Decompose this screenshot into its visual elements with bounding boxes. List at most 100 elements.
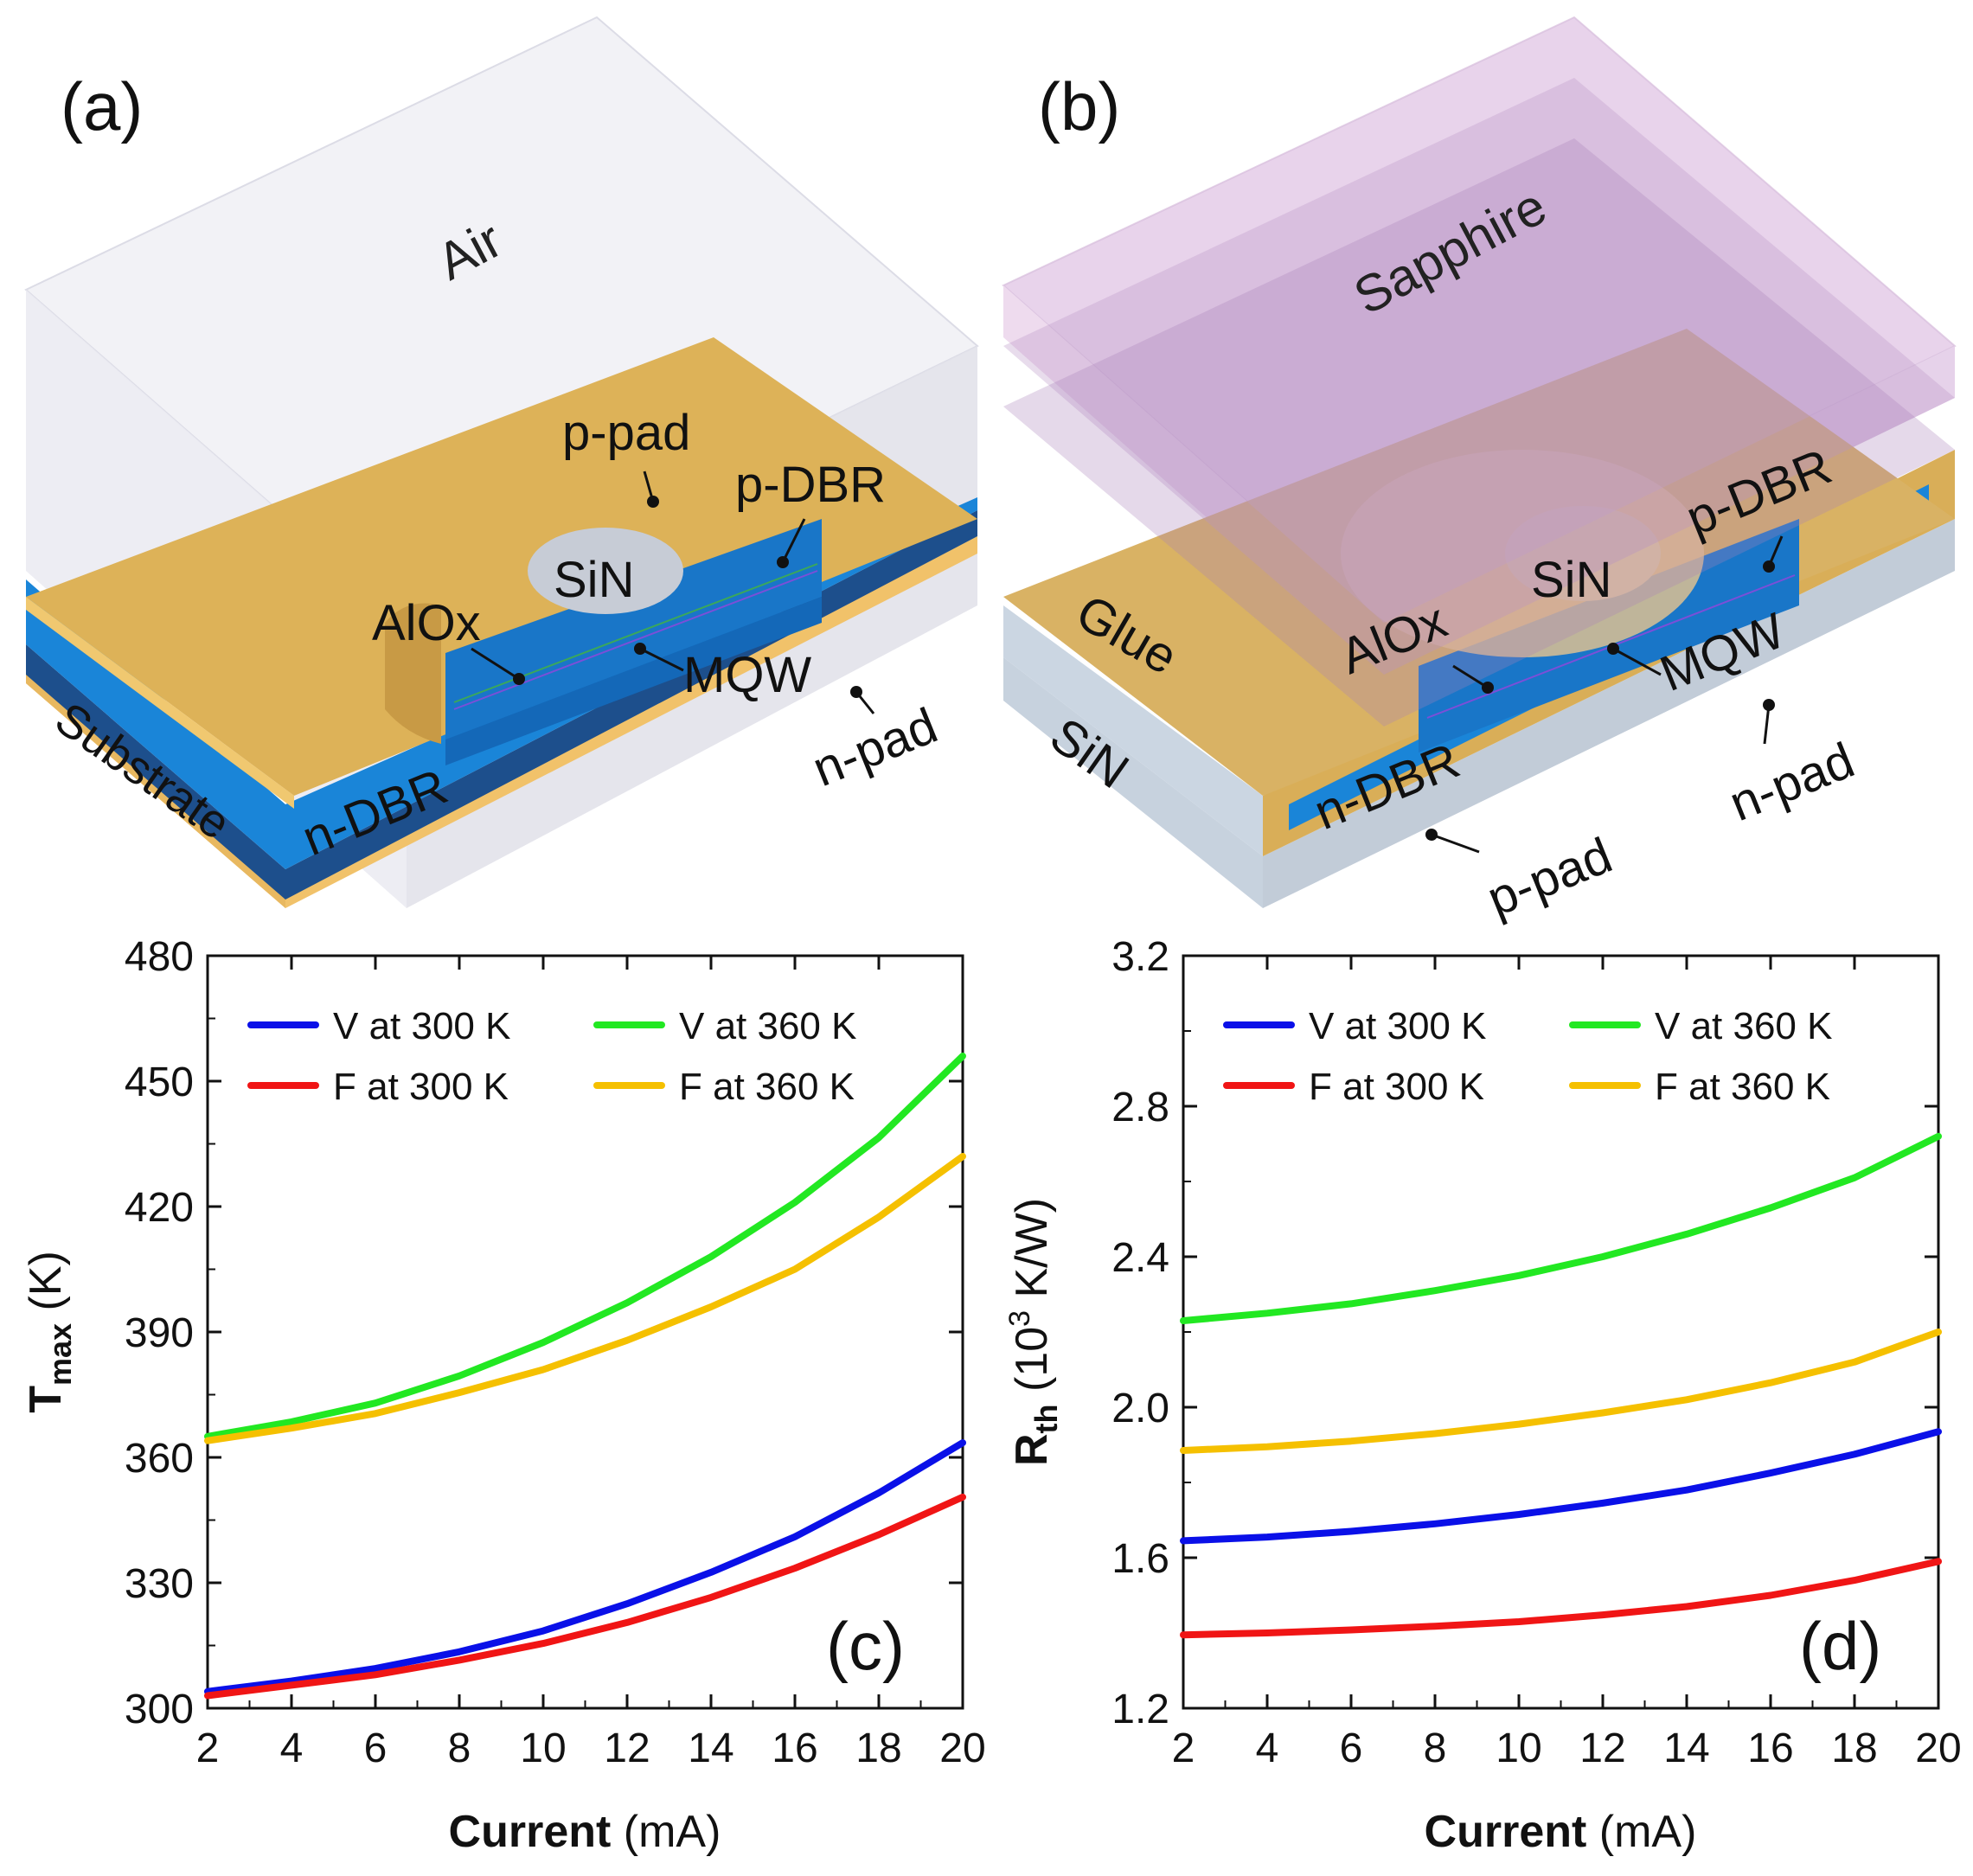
pointer-line	[1767, 535, 1784, 567]
pointer-line	[1452, 664, 1489, 689]
x-tick-label: 6	[364, 1726, 388, 1771]
sin-base-block	[1003, 605, 1263, 856]
x-tick-label: 2	[1172, 1726, 1195, 1771]
x-tick-label: 4	[1256, 1726, 1279, 1771]
y-tick-label: 2.0	[1111, 1386, 1169, 1431]
y-label-rest: (K)	[21, 1251, 71, 1323]
sin-hole	[528, 528, 683, 614]
substrate-layer	[26, 675, 285, 908]
pointer-line	[639, 647, 684, 672]
x-tick-label: 20	[939, 1726, 985, 1771]
chart-d: 2 4 6 8 10 12 14 16 18 20 1.2 1.6 2.0 2.4 2.8 3.2 V at…	[1003, 934, 1962, 1857]
y-label-main: R	[1007, 1433, 1057, 1466]
sapphire-overlay-3	[1003, 138, 1955, 727]
x-tick-label: 6	[1340, 1726, 1363, 1771]
x-label-rest: (mA)	[611, 1807, 721, 1857]
gold-pad-front	[26, 597, 294, 809]
panel-c-label: (c)	[826, 1608, 905, 1684]
sin-base-side	[1263, 519, 1955, 908]
x-tick-label: 20	[1915, 1726, 1961, 1771]
chart-c: 2 4 6 8 10 12 14 16 18 20 300 330 360 390 420 450 480 V…	[21, 934, 986, 1857]
sin-label-a: SiN	[554, 552, 634, 608]
x-tick-label: 8	[1424, 1726, 1447, 1771]
x-tick-label: 18	[855, 1726, 901, 1771]
y-label-sub: th	[1028, 1404, 1064, 1433]
y-tick-label: 1.2	[1111, 1687, 1169, 1732]
y-tick-label: 450	[125, 1060, 194, 1105]
mesa-cut-front	[445, 597, 822, 765]
y-label-rest-pre: (10	[1007, 1327, 1057, 1405]
y-tick-label: 360	[125, 1436, 194, 1482]
x-tick-label: 10	[520, 1726, 566, 1771]
panel-b-label: (b)	[1038, 68, 1120, 144]
y-tick-label: 480	[125, 934, 194, 980]
y-label-sup: 3	[1003, 1310, 1036, 1327]
pointer-line	[643, 471, 655, 503]
series-line-f-at-360-k	[1180, 1329, 1942, 1454]
x-tick-label: 18	[1831, 1726, 1877, 1771]
x-label-bold: Current	[1425, 1807, 1587, 1857]
pointer-line	[781, 518, 806, 563]
p-pad-label-a: p-pad	[562, 405, 690, 461]
y-tick-label: 2.8	[1111, 1085, 1169, 1130]
mqw-line	[453, 570, 818, 710]
pointer-line	[471, 647, 520, 681]
pointer-line	[1431, 833, 1480, 854]
series-line-v-at-360-k	[204, 1053, 966, 1440]
mqw-label-a: MQW	[683, 647, 811, 703]
panel-a: (a) Air p-pad p-DBR SiN AlOx MQW n-pad n…	[24, 16, 979, 908]
legend-label: V at 300 K	[1309, 1005, 1486, 1047]
x-tick-label: 8	[448, 1726, 471, 1771]
y-tick-label: 300	[125, 1687, 194, 1732]
series-line-v-at-360-k	[1180, 1132, 1942, 1324]
p-dbr-label-a: p-DBR	[735, 457, 886, 513]
series-line-v-at-300-k	[204, 1439, 966, 1695]
x-tick-label: 4	[280, 1726, 304, 1771]
panel-b: (b) Sapphire p-DBR SiN Glue AlOx MQW SiN…	[1002, 16, 1957, 927]
series-line-f-at-300-k	[1180, 1558, 1942, 1639]
series-line-f-at-360-k	[204, 1153, 966, 1444]
x-tick-label: 10	[1496, 1726, 1541, 1771]
x-tick-label: 2	[196, 1726, 220, 1771]
sin-top-label-b: SiN	[1531, 552, 1611, 608]
x-tick-label: 16	[1747, 1726, 1793, 1771]
n-pad-label-a: n-pad	[805, 697, 945, 797]
y-label-sub: max	[42, 1323, 78, 1386]
x-tick-label: 12	[604, 1726, 650, 1771]
y-tick-label: 390	[125, 1310, 194, 1356]
y-tick-label: 420	[125, 1185, 194, 1231]
panel-d-label: (d)	[1799, 1608, 1881, 1684]
mesa-cut	[445, 519, 822, 740]
alox-label-a: AlOx	[372, 595, 481, 651]
legend-label: F at 300 K	[333, 1066, 509, 1108]
pad-disc	[1341, 450, 1704, 657]
y-tick-label: 330	[125, 1561, 194, 1607]
y-label-rest-post: K/W)	[1007, 1198, 1057, 1310]
sin-base-front	[1003, 657, 1263, 908]
x-tick-label: 14	[1663, 1726, 1709, 1771]
p-pad-label-b: p-pad	[1480, 827, 1620, 927]
y-axis-label-d: Rth (103 K/W)	[1003, 1198, 1064, 1466]
x-tick-label: 12	[1579, 1726, 1625, 1771]
x-axis-label-c: Current (mA)	[449, 1807, 721, 1857]
x-tick-label: 14	[688, 1726, 733, 1771]
y-tick-label: 1.6	[1111, 1536, 1169, 1582]
x-label-bold: Current	[449, 1807, 612, 1857]
y-tick-label: 2.4	[1111, 1235, 1169, 1281]
pointer-line	[855, 691, 875, 714]
series-line-v-at-300-k	[1180, 1428, 1942, 1545]
sapphire-overlay	[1003, 17, 1955, 623]
series-line-f-at-300-k	[204, 1493, 966, 1700]
y-label-main: T	[21, 1386, 71, 1413]
x-axis-label-d: Current (mA)	[1425, 1807, 1697, 1857]
legend-label: V at 300 K	[333, 1005, 510, 1047]
panel-a-label: (a)	[61, 68, 143, 144]
pointer-line	[1763, 704, 1771, 745]
legend-label: F at 360 K	[1655, 1066, 1830, 1108]
sapphire-overlay-2	[1003, 78, 1955, 675]
legend-label: F at 360 K	[679, 1066, 855, 1108]
legend-label: V at 360 K	[1655, 1005, 1832, 1047]
gold-pad-top	[26, 337, 977, 796]
y-tick-label: 3.2	[1111, 934, 1169, 980]
